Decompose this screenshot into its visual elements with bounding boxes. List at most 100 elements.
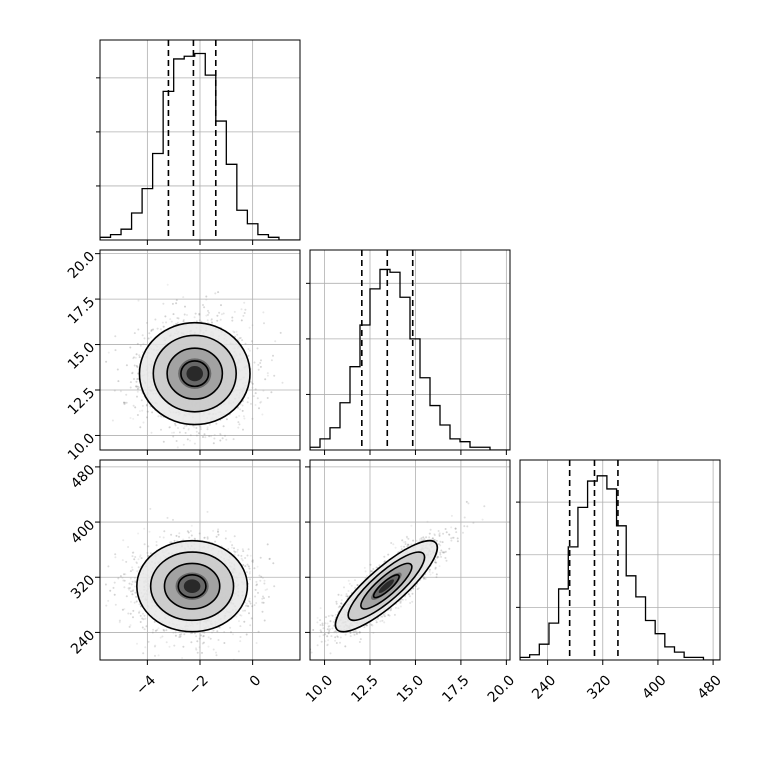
grid xyxy=(520,460,720,660)
sample-point xyxy=(141,409,144,412)
sample-point xyxy=(202,641,205,644)
sample-point xyxy=(262,311,265,314)
sample-point xyxy=(456,540,459,543)
sample-point xyxy=(415,539,418,542)
sample-point xyxy=(216,319,219,322)
sample-point xyxy=(125,560,128,563)
sample-point xyxy=(111,419,114,422)
sample-point xyxy=(209,637,212,640)
sample-point xyxy=(189,439,191,442)
sample-point xyxy=(231,319,234,322)
sample-point xyxy=(147,337,150,340)
sample-point xyxy=(252,395,255,398)
sample-point xyxy=(251,417,254,420)
sample-point xyxy=(114,556,117,559)
sample-point xyxy=(195,635,198,638)
sample-point xyxy=(129,381,132,384)
sample-point xyxy=(246,563,249,566)
sample-point xyxy=(425,536,428,539)
sample-point xyxy=(198,312,201,315)
sample-point xyxy=(132,616,134,619)
sample-point xyxy=(240,554,243,557)
sample-point xyxy=(133,577,136,580)
sample-point xyxy=(236,550,239,553)
sample-point xyxy=(129,417,132,419)
sample-point xyxy=(248,572,251,575)
sample-point xyxy=(132,357,135,360)
sample-point xyxy=(225,438,228,441)
sample-point xyxy=(232,438,235,441)
sample-point xyxy=(147,545,150,548)
sample-point xyxy=(183,313,186,316)
sample-point xyxy=(140,399,143,402)
sample-point xyxy=(168,645,171,648)
sample-point xyxy=(135,595,138,598)
sample-point xyxy=(149,552,152,555)
histogram-panel-0 xyxy=(96,39,301,241)
sample-point xyxy=(233,535,236,538)
sample-point xyxy=(127,546,130,548)
sample-point xyxy=(163,530,166,533)
sample-point xyxy=(135,385,138,388)
sample-point xyxy=(182,443,185,446)
contour-line xyxy=(149,551,235,622)
sample-point xyxy=(241,548,244,551)
sample-point xyxy=(436,555,439,558)
sample-point xyxy=(251,605,254,608)
sample-point xyxy=(214,292,217,295)
sample-point xyxy=(219,433,222,436)
sample-point xyxy=(123,608,126,610)
sample-point xyxy=(263,579,266,582)
sample-point xyxy=(127,587,130,590)
sample-point xyxy=(259,365,262,368)
sample-point xyxy=(411,600,414,603)
sample-point xyxy=(240,614,243,617)
sample-point xyxy=(185,424,188,427)
sample-point xyxy=(234,335,236,338)
sample-point xyxy=(125,401,128,404)
sample-point xyxy=(273,374,276,377)
sample-point xyxy=(272,562,275,565)
sample-point xyxy=(150,329,153,331)
sample-point xyxy=(257,363,260,366)
sample-point xyxy=(141,404,144,407)
sample-point xyxy=(249,570,251,573)
sample-point xyxy=(241,559,244,562)
sample-point xyxy=(248,612,250,615)
sample-point xyxy=(198,532,201,535)
sample-point xyxy=(339,605,342,608)
sample-point xyxy=(138,386,140,389)
sample-point xyxy=(237,426,240,429)
sample-point xyxy=(219,432,222,435)
sample-point xyxy=(124,573,127,576)
sample-point xyxy=(238,620,240,623)
sample-point xyxy=(450,526,453,529)
sample-point xyxy=(223,642,226,644)
sample-point xyxy=(242,428,244,431)
sample-point xyxy=(130,583,133,586)
sample-point xyxy=(214,540,217,543)
panel-frame xyxy=(519,459,721,661)
sample-point xyxy=(260,575,263,578)
sample-point xyxy=(117,380,120,383)
sample-point xyxy=(410,524,413,527)
sample-point xyxy=(139,614,142,617)
sample-point xyxy=(199,428,202,431)
sample-point xyxy=(107,565,110,568)
sample-point xyxy=(383,615,386,618)
sample-point xyxy=(233,310,236,313)
sample-point xyxy=(202,635,205,638)
sample-point xyxy=(372,631,375,634)
sample-point xyxy=(261,413,264,416)
sample-point xyxy=(210,319,213,322)
sample-point xyxy=(157,415,160,418)
sample-point xyxy=(215,651,217,654)
sample-point xyxy=(481,518,484,521)
sample-point xyxy=(263,322,265,325)
sample-point xyxy=(241,404,244,407)
sample-point xyxy=(179,635,182,638)
sample-point xyxy=(119,390,122,393)
sample-point xyxy=(262,389,265,392)
sample-point xyxy=(176,539,178,542)
sample-point xyxy=(249,380,252,383)
